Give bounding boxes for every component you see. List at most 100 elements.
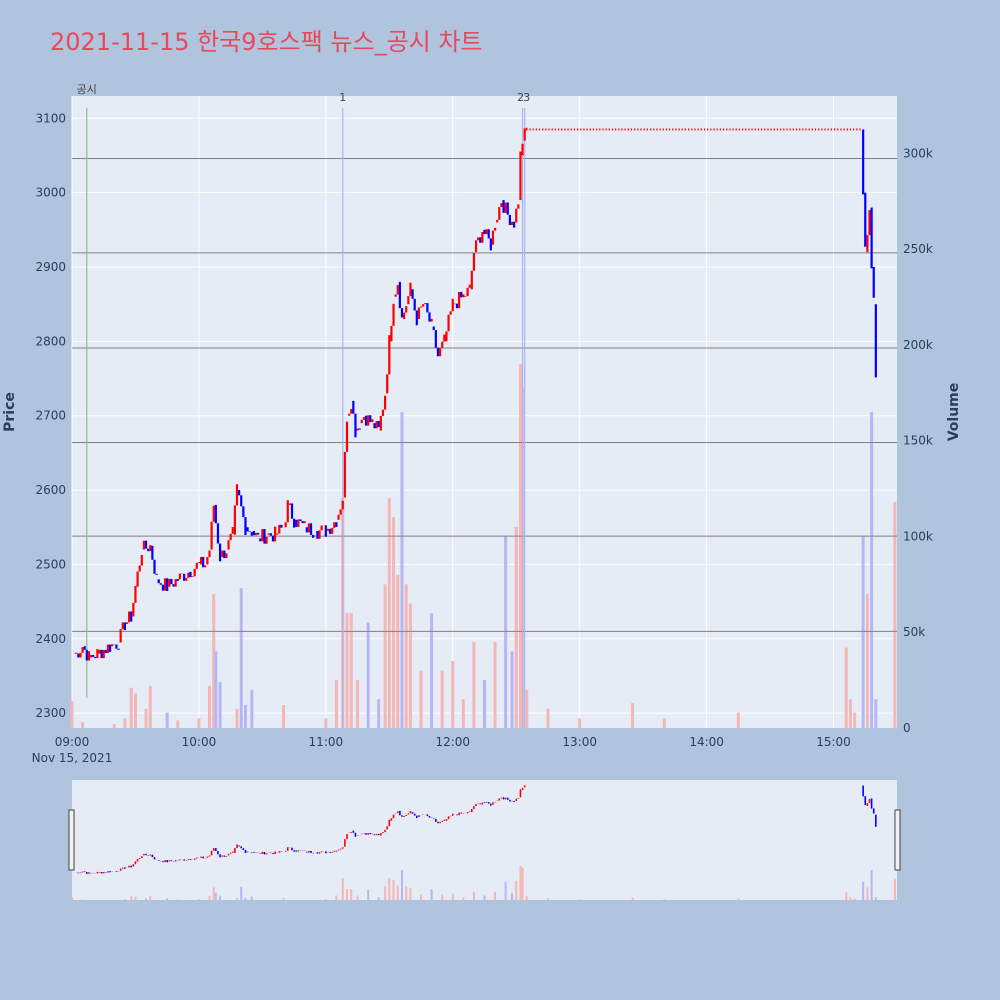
mini-volume-bar <box>384 886 387 900</box>
time-axis: 09:00 10:00 11:00 12:00 13:00 14:00 15:00 <box>55 735 851 749</box>
price-tick-mark <box>697 128 699 131</box>
volume-bar <box>70 701 74 728</box>
price-tick-mark <box>773 128 775 131</box>
volume-bar <box>400 412 404 728</box>
price-tick-mark <box>586 128 588 131</box>
range-slider-left-handle[interactable] <box>68 809 75 871</box>
price-tick-mark <box>830 128 833 131</box>
price-tick-mark <box>691 128 693 131</box>
price-tick-mark <box>821 128 823 131</box>
mini-volume-bar <box>166 898 169 900</box>
volume-bar <box>430 613 434 728</box>
mini-volume-bar <box>130 896 133 900</box>
price-tick-mark <box>729 128 731 131</box>
price-tick-mark <box>681 128 683 131</box>
price-tick-mark <box>564 128 566 131</box>
volume-bar <box>366 622 370 728</box>
volume-bar <box>345 613 349 728</box>
mini-volume-bar <box>149 896 152 900</box>
price-tick-mark <box>646 128 648 131</box>
price-tick-mark <box>716 128 718 131</box>
price-tick-mark <box>789 128 791 131</box>
mini-volume-bar <box>525 896 528 900</box>
time-tick-label: 12:00 <box>435 735 470 749</box>
annotation-label: 2 <box>517 91 524 104</box>
price-tick-mark <box>634 128 636 131</box>
volume-bar <box>440 670 444 728</box>
mini-price-mark <box>526 128 528 131</box>
mini-volume-bar <box>388 878 391 900</box>
price-tick-mark <box>859 128 861 131</box>
mini-volume-bar <box>483 895 486 900</box>
volume-bar <box>356 680 360 728</box>
price-tick-mark <box>833 128 836 131</box>
price-tick-mark <box>561 128 563 131</box>
volume-bar <box>208 685 211 728</box>
volume-bar <box>853 712 857 728</box>
price-tick-mark <box>751 128 753 131</box>
mini-volume-bar <box>71 897 73 900</box>
price-tick-mark <box>853 128 855 131</box>
mini-volume-bar <box>367 890 370 900</box>
price-tick-mark <box>551 128 553 131</box>
price-tick-label: 3000 <box>35 186 66 200</box>
price-tick-mark <box>649 128 652 131</box>
price-tick-mark <box>542 128 544 131</box>
range-slider[interactable] <box>68 128 901 900</box>
time-tick-label: 13:00 <box>562 735 597 749</box>
price-tick-mark <box>732 128 734 131</box>
price-tick-mark <box>640 128 642 131</box>
volume-bar <box>377 699 381 728</box>
price-tick-label: 2800 <box>35 334 66 348</box>
volume-bar <box>112 724 116 728</box>
mini-volume-bar <box>845 892 848 900</box>
mini-volume-bar <box>396 885 399 900</box>
volume-bar <box>282 705 286 728</box>
volume-bar <box>844 647 848 728</box>
price-tick-mark <box>688 128 690 131</box>
range-slider-right-handle[interactable] <box>894 809 901 871</box>
mini-volume-bar <box>420 894 423 900</box>
price-tick-mark <box>535 128 537 131</box>
price-tick-mark <box>827 128 829 131</box>
price-tick-mark <box>599 128 601 131</box>
price-tick-mark <box>576 128 579 131</box>
time-tick-label: 10:00 <box>182 735 217 749</box>
price-tick-mark <box>710 128 712 131</box>
x-date-label: Nov 15, 2021 <box>32 751 113 765</box>
volume-bar <box>197 718 201 728</box>
mini-volume-bar <box>377 897 380 900</box>
mini-volume-bar <box>862 881 865 900</box>
volume-bar <box>243 705 247 728</box>
price-tick-mark <box>748 128 750 131</box>
price-tick-mark <box>659 128 661 131</box>
y-axis-title: Price <box>2 392 18 432</box>
price-tick-mark <box>573 128 576 131</box>
volume-tick-label: 300k <box>903 146 933 160</box>
mini-volume-bar <box>430 889 433 900</box>
price-tick-mark <box>767 128 769 131</box>
mini-volume-bar <box>870 870 873 900</box>
price-tick-mark <box>675 128 677 131</box>
price-tick-mark <box>814 128 817 131</box>
price-tick-mark <box>602 128 604 131</box>
volume-bar <box>334 680 338 728</box>
volume-bar <box>81 722 85 728</box>
range-slider-price <box>73 128 877 874</box>
volume-bar <box>404 584 408 728</box>
mini-volume-bar <box>341 878 344 900</box>
price-tick-mark <box>703 128 706 131</box>
price-tick-mark <box>662 128 664 131</box>
volume-bar <box>176 720 180 728</box>
price-tick-mark <box>532 128 534 131</box>
mini-volume-bar <box>866 887 869 900</box>
volume-bar <box>129 687 133 728</box>
annotation-label: 1 <box>339 91 346 104</box>
price-tick-mark <box>672 128 674 131</box>
mini-volume-bar <box>335 895 338 900</box>
range-slider-background[interactable] <box>72 780 897 900</box>
price-tick-label: 2700 <box>35 409 66 423</box>
volume-bar <box>546 708 550 728</box>
price-tick-mark <box>837 128 839 131</box>
price-tick-mark <box>741 128 744 131</box>
